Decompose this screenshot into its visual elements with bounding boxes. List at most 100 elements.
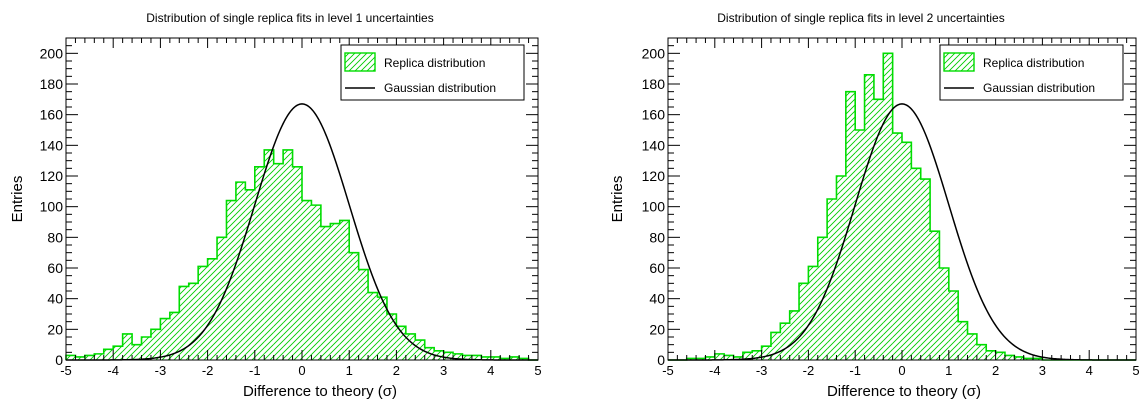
y-tick-label: 20 bbox=[47, 321, 63, 337]
histogram-bar bbox=[967, 333, 977, 360]
histogram-bar bbox=[920, 179, 931, 360]
legend-left: Replica distribution Gaussian distributi… bbox=[340, 44, 525, 101]
histogram-bar bbox=[141, 337, 151, 360]
histogram-bar bbox=[1014, 356, 1024, 360]
x-tick-label: 5 bbox=[1132, 363, 1139, 378]
histogram-bar bbox=[207, 258, 218, 360]
x-tick-label: 2 bbox=[393, 363, 400, 378]
x-tick-label: 4 bbox=[487, 363, 494, 378]
histogram-bar bbox=[845, 91, 856, 361]
histogram-bar bbox=[198, 266, 208, 360]
histogram-bar bbox=[481, 356, 491, 360]
replica-histogram-outline-left bbox=[65, 149, 538, 361]
y-tick-label: 60 bbox=[47, 260, 63, 276]
histogram-bar bbox=[742, 352, 753, 360]
histogram-bar bbox=[509, 356, 520, 360]
histogram-bar bbox=[169, 312, 180, 360]
histogram-bar bbox=[780, 323, 790, 360]
histogram-bar bbox=[705, 356, 715, 360]
histogram-bar bbox=[405, 333, 416, 360]
histogram-bar bbox=[377, 297, 387, 360]
histogram-bar bbox=[714, 353, 725, 360]
histogram-bar bbox=[188, 283, 199, 360]
y-ticks-left: 0 20 40 60 80 100 120 140 160 180 200 bbox=[40, 37, 538, 368]
x-tick-label: -1 bbox=[249, 363, 261, 378]
histogram-bar bbox=[245, 189, 255, 360]
legend-label-replica-right: Replica distribution bbox=[983, 56, 1084, 70]
replica-histogram-outline-right bbox=[668, 52, 1136, 361]
histogram-bar bbox=[75, 356, 85, 360]
histogram-bar bbox=[311, 205, 321, 360]
chart-title-right: Distribution of single replica fits in l… bbox=[717, 11, 1004, 25]
x-tick-label: 1 bbox=[346, 363, 353, 378]
x-tick-label: -2 bbox=[202, 363, 214, 378]
chart-panel-right: Distribution of single replica fits in l… bbox=[609, 11, 1140, 400]
x-tick-label: -3 bbox=[756, 363, 768, 378]
x-tick-label: -4 bbox=[709, 363, 721, 378]
histogram-bar bbox=[368, 292, 378, 360]
x-ticks-left: -5 -4 -3 -2 -1 0 1 2 3 4 5 bbox=[60, 38, 542, 378]
histogram-bars-left bbox=[66, 149, 529, 360]
y-axis-label-left: Entries bbox=[9, 176, 26, 223]
histogram-bar bbox=[892, 133, 902, 360]
histogram-bar bbox=[855, 130, 865, 360]
histogram-bar bbox=[150, 329, 161, 360]
x-tick-label: 4 bbox=[1086, 363, 1093, 378]
y-tick-label: 80 bbox=[47, 229, 63, 245]
x-tick-label: -5 bbox=[662, 363, 674, 378]
histogram-bar bbox=[799, 283, 809, 360]
histogram-bar bbox=[349, 252, 359, 360]
histogram-bar bbox=[132, 344, 142, 360]
histogram-bar bbox=[770, 332, 781, 360]
x-tick-label: -2 bbox=[803, 363, 815, 378]
histogram-bar bbox=[733, 356, 743, 360]
plot-area-left: -5 -4 -3 -2 -1 0 1 2 3 4 5 0 20 40 60 80 100 120 140 160 18… bbox=[40, 37, 542, 378]
y-tick-label: 80 bbox=[649, 229, 665, 245]
histogram-bar bbox=[160, 318, 170, 360]
histogram-bar bbox=[330, 223, 340, 360]
histogram-bar bbox=[873, 99, 884, 360]
x-tick-label: -1 bbox=[849, 363, 861, 378]
plot-area-right: -5 -4 -3 -2 -1 0 1 2 3 4 5 0 20 40 60 80 100 120 140 160 18… bbox=[642, 37, 1140, 378]
y-tick-label: 0 bbox=[55, 352, 63, 368]
histogram-bar bbox=[434, 350, 444, 360]
y-tick-label: 180 bbox=[40, 76, 64, 92]
histogram-bar bbox=[986, 350, 996, 360]
histogram-bar bbox=[883, 53, 893, 360]
histogram-bar bbox=[103, 349, 114, 360]
y-tick-label: 160 bbox=[40, 107, 64, 123]
histogram-bar bbox=[948, 291, 959, 360]
histogram-bar bbox=[453, 353, 463, 360]
histogram-bar bbox=[254, 166, 265, 360]
y-tick-label: 120 bbox=[642, 168, 666, 184]
histogram-bar bbox=[471, 355, 482, 360]
y-tick-label: 0 bbox=[657, 352, 665, 368]
y-axis-label-right: Entries bbox=[609, 176, 626, 223]
histogram-bar bbox=[827, 199, 837, 360]
y-tick-label: 140 bbox=[40, 137, 64, 153]
histogram-bar bbox=[930, 231, 940, 360]
histogram-bar bbox=[84, 355, 95, 360]
x-axis-label-left: Difference to theory (σ) bbox=[243, 383, 397, 400]
histogram-bar bbox=[122, 333, 133, 360]
chart-title-left: Distribution of single replica fits in l… bbox=[146, 11, 433, 25]
histogram-bar bbox=[283, 149, 293, 360]
histogram-bar bbox=[94, 353, 104, 360]
y-tick-label: 100 bbox=[642, 199, 666, 215]
histogram-bar bbox=[264, 149, 274, 360]
histogram-bar bbox=[339, 220, 350, 360]
y-ticks-right: 0 20 40 60 80 100 120 140 160 180 200 bbox=[642, 37, 1136, 368]
histogram-bar bbox=[66, 355, 76, 360]
y-tick-label: 160 bbox=[642, 107, 666, 123]
histogram-bar bbox=[724, 355, 734, 360]
legend-label-gaussian-left: Gaussian distribution bbox=[384, 81, 496, 95]
histogram-bar bbox=[386, 314, 397, 360]
histogram-bar bbox=[808, 266, 818, 360]
y-tick-label: 20 bbox=[649, 321, 665, 337]
histogram-bar bbox=[490, 356, 501, 360]
histogram-bar bbox=[939, 268, 949, 360]
x-tick-label: 0 bbox=[898, 363, 905, 378]
y-tick-label: 180 bbox=[642, 76, 666, 92]
histogram-bar bbox=[415, 340, 425, 360]
